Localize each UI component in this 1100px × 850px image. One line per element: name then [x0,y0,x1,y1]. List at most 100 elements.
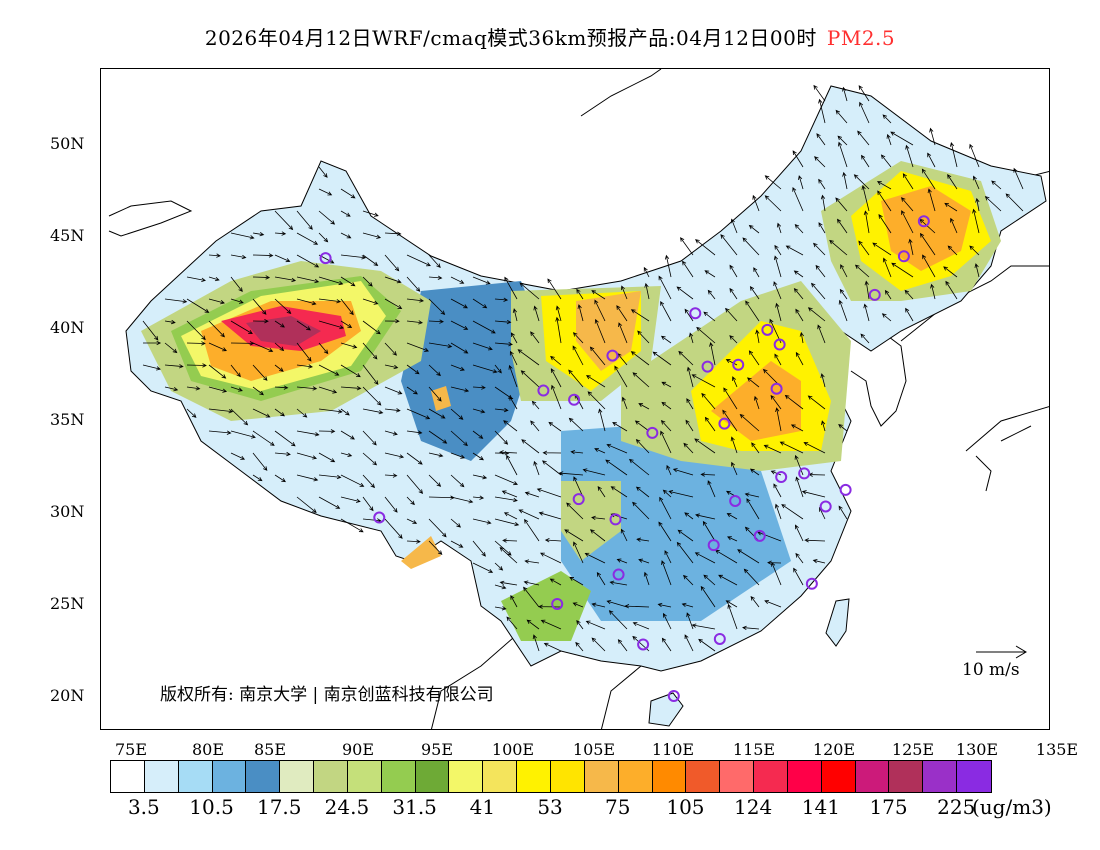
wind-arrow [406,474,424,494]
wind-arrow [318,276,344,286]
city-marker [798,467,811,480]
city-marker [819,500,832,513]
wind-arrow [835,109,848,124]
wind-arrow [1005,193,1024,212]
wind-arrow [406,276,421,292]
wind-arrow [703,574,716,586]
taiwan-island [825,598,850,647]
colorbar-swatch [686,761,721,792]
wind-arrow [318,452,336,463]
wind-arrow [661,637,672,652]
lon-label: 95E [420,740,454,759]
wind-arrow [795,351,804,366]
wind-arrow [230,430,256,439]
wind-arrow [686,612,694,630]
wind-arrow [296,320,311,331]
wind-arrow [518,509,540,520]
wind-arrow [591,515,606,521]
wind-arrow [587,391,606,410]
wind-arrow [384,408,401,413]
wind-arrow [813,84,826,102]
city-marker [646,426,659,439]
wind-arrow [472,385,486,390]
wind-arrow [186,298,210,313]
wind-arrow [700,472,716,477]
wind-arrow [506,616,518,630]
wind-arrow [504,276,518,300]
wind-arrow [340,430,355,440]
wind-arrow [543,642,562,652]
wind-arrow [494,606,507,611]
wind-arrow [503,512,518,520]
wind-arrow [296,276,320,284]
city-marker [761,323,774,336]
wind-arrow [406,518,418,524]
colorbar-label: 53 [537,795,563,819]
wind-arrow [632,621,650,630]
wind-arrow [991,180,1002,190]
wind-arrow [558,471,584,476]
wind-arrow [532,634,540,652]
wind-arrow [684,634,694,652]
wind-arrow [634,420,650,432]
wind-arrow [662,489,672,498]
wind-arrow [362,210,379,217]
wind-arrow [676,541,694,564]
wind-arrow [764,195,782,212]
wind-arrow [208,276,220,282]
wind-arrow [616,558,628,564]
wind-arrow [745,300,760,322]
wind-arrow [794,223,804,234]
wind-arrow [472,452,484,461]
wind-arrow [861,154,870,168]
wind-arrow [794,454,804,476]
wind-arrow [621,396,628,410]
wind-arrow [494,584,507,590]
colorbar-swatch [212,761,247,792]
wind-arrow [820,194,826,212]
wind-vectors [142,84,1024,652]
wind-arrow [776,222,782,234]
wind-arrow [450,408,464,420]
colorbar-swatch [618,761,653,792]
colorbar-swatch [584,761,619,792]
lon-label: 100E [491,740,535,759]
wind-arrow [450,474,465,488]
wind-arrow [814,156,826,168]
wind-arrow [406,320,423,325]
wind-arrow [569,576,584,586]
wind-arrow [550,355,562,366]
city-markers [319,215,930,702]
wind-arrow [594,447,606,454]
wind-arrow [517,349,540,366]
wind-arrow [774,244,782,256]
wind-arrow [779,441,804,454]
wind-arrow [494,407,509,413]
wind-arrow [597,485,606,498]
colorbar-swatch [652,761,687,792]
wind-arrow [524,518,540,542]
wind-arrow [774,353,782,366]
wind-arrow [660,419,672,432]
wind-arrow [945,280,958,300]
wind-arrow [610,486,628,498]
wind-arrow [838,299,848,322]
wind-arrow [340,364,361,378]
wind-arrow [801,490,826,498]
wind-arrow [594,318,606,344]
wind-arrow [164,298,188,304]
wind-arrow [450,518,461,528]
city-marker [773,338,786,351]
wind-arrow [551,384,562,410]
wind-arrow [839,288,848,300]
wind-arrow [274,210,294,231]
wind-arrow [384,231,402,236]
wind-arrow [252,253,274,258]
wind-arrow [384,342,397,356]
wind-arrow [450,386,470,393]
lat-label: 20N [50,686,85,705]
map-title: 2026年04月12日WRF/cmaq模式36km预报产品:04月12日00时 P… [0,22,1100,51]
wind-arrow [658,521,672,542]
wind-arrow [296,342,312,362]
wind-arrow [930,283,936,300]
